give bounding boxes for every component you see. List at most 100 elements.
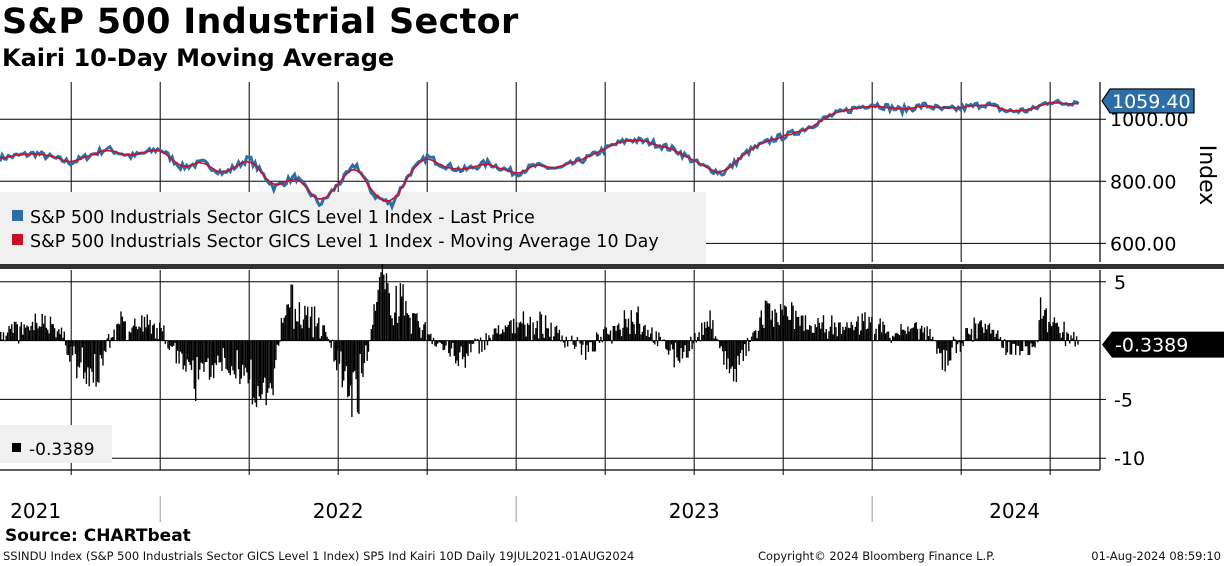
kairi-bar [583,340,585,341]
kairi-bar [118,324,121,341]
kairi-bar [839,322,841,341]
kairi-bar [384,289,386,341]
kairi-bar [284,315,287,341]
kairi-bar [153,323,155,341]
kairi-bar [1034,340,1036,348]
kairi-bar [164,340,166,344]
kairi-bar [65,340,67,346]
kairi-bar [633,324,635,341]
kairi-bar [965,328,967,341]
kairi-bar [149,319,151,341]
kairi-bar [1016,340,1018,346]
legend-swatch-ma [12,234,23,245]
kairi-bar [453,340,455,357]
kairi-bar [302,319,305,341]
kairi-bar [116,324,118,341]
kairi-bar [492,334,494,341]
kairi-bar [694,333,696,341]
kairi-bar [150,333,153,341]
kairi-bar [643,326,645,341]
kairi-bar [673,340,675,368]
kairi-bar [489,337,491,341]
kairi-bar [232,340,234,371]
kairi-bar [341,340,343,388]
kairi-bar [99,340,101,355]
kairi-bar [311,306,313,341]
kairi-bar [163,325,165,341]
kairi-bar [921,325,923,341]
kairi-bar [739,340,742,354]
kairi-bar [345,340,348,367]
kairi-bar [1049,323,1051,341]
kairi-bar [546,328,548,341]
kairi-bar [930,339,933,341]
kairi-bar [731,340,733,367]
kairi-bar [309,316,312,341]
kairi-bar [439,340,442,343]
kairi-bar [663,339,666,341]
kairi-bar [1073,331,1075,341]
kairi-bar [868,316,870,341]
kairi-bar [495,328,497,341]
kairi-bar [226,340,229,371]
kairi-bar [117,323,119,341]
kairi-bar [918,339,920,341]
kairi-bar [904,330,906,341]
kairi-bar [106,338,108,341]
kairi-bar [622,327,624,341]
kairi-bar [261,340,263,395]
kairi-bar [474,338,476,341]
kairi-bar [69,340,71,362]
kairi-bar [446,340,449,342]
kairi-bar [614,326,616,341]
kairi-bar [92,340,95,383]
kairi-bar [271,340,273,389]
legend-swatch-price [12,210,23,221]
kairi-bar [85,340,88,384]
kairi-bar [698,332,700,341]
kairi-bar [1004,339,1006,341]
kairi-bar [932,336,934,341]
kairi-bar [544,315,547,341]
kairi-bar [165,340,168,342]
kairi-bar [670,340,673,345]
kairi-bar [997,330,999,341]
kairi-bar [712,320,714,341]
kairi-bar [702,334,704,341]
kairi-bar [395,285,397,341]
kairi-bar [1006,340,1009,353]
kairi-bar [188,340,190,363]
kairi-bar [898,335,901,341]
kairi-bar [344,340,346,372]
kairi-bar [443,340,446,350]
kairi-bar [459,340,461,353]
kairi-bar [963,340,966,341]
kairi-bar [396,323,399,341]
kairi-bar [578,340,580,342]
kairi-bar [709,310,711,341]
kairi-bar [159,322,161,341]
kairi-bar [529,316,531,341]
kairi-bar [714,336,717,341]
kairi-bar [1033,340,1035,347]
kairi-bar [27,326,30,341]
kairi-bar [520,321,522,341]
kairi-bar [777,322,779,341]
kairi-bar [567,340,569,347]
kairi-bar [847,327,850,341]
kairi-bar [203,340,205,372]
kairi-bar [30,325,32,341]
kairi-bar [575,340,577,347]
kairi-bar [156,328,158,341]
kairi-bar [875,328,877,341]
kairi-bar [403,315,406,341]
kairi-bar [45,327,47,341]
kairi-bar [189,340,191,366]
kairi-bar [265,340,267,406]
kairi-bar [748,340,750,352]
kairi-bar [562,340,565,343]
kairi-bar [502,329,504,341]
kairi-bar [218,340,220,363]
kairi-bar [83,340,85,379]
